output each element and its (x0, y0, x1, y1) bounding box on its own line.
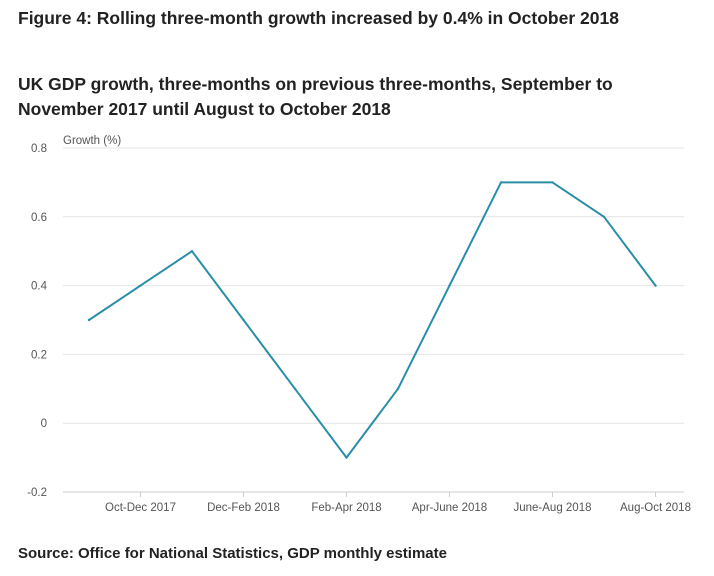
data-point (242, 318, 245, 322)
y-tick-label: 0.6 (31, 212, 47, 224)
x-tick-label: Oct-Dec 2017 (105, 502, 176, 514)
data-point (139, 284, 142, 287)
source-note: Source: Office for National Statistics, … (18, 545, 447, 562)
data-point (499, 181, 503, 184)
data-point (551, 181, 554, 184)
figure-title: Figure 4: Rolling three-month growth inc… (18, 8, 619, 28)
y-tick-label: 0 (41, 418, 47, 430)
y-tick-label: 0.2 (31, 349, 47, 361)
y-tick-label: 0.8 (31, 143, 47, 155)
grid-lines (63, 147, 684, 424)
x-tick-label: Feb-Apr 2018 (311, 502, 381, 514)
x-tick-label: Dec-Feb 2018 (207, 502, 280, 514)
series-line (88, 181, 657, 459)
y-tick-label: -0.2 (27, 487, 47, 499)
data-point (396, 387, 400, 390)
data-point (602, 215, 606, 218)
data-point (448, 284, 451, 287)
series-layer (87, 181, 657, 459)
line-chart: Growth (%) -0.2 0 0.2 0.4 0.6 0.8 Oct-Dec 201… (27, 135, 691, 514)
data-point (190, 250, 194, 253)
x-tick-label: June-Aug 2018 (513, 502, 591, 514)
y-tick-labels: -0.2 0 0.2 0.4 0.6 0.8 (27, 143, 47, 499)
x-tick-label: Aug-Oct 2018 (620, 502, 691, 514)
data-point (345, 456, 348, 459)
y-tick-label: 0.4 (31, 281, 48, 293)
chart-title: UK GDP growth, three-months on previous … (18, 74, 613, 119)
data-point (293, 387, 297, 390)
x-tick-label: Apr-June 2018 (412, 502, 487, 514)
y-axis-label: Growth (%) (63, 135, 121, 147)
data-point (654, 284, 657, 287)
x-ticks: Oct-Dec 2017 Dec-Feb 2018 Feb-Apr 2018 Apr-… (105, 492, 691, 514)
data-point (87, 318, 91, 322)
